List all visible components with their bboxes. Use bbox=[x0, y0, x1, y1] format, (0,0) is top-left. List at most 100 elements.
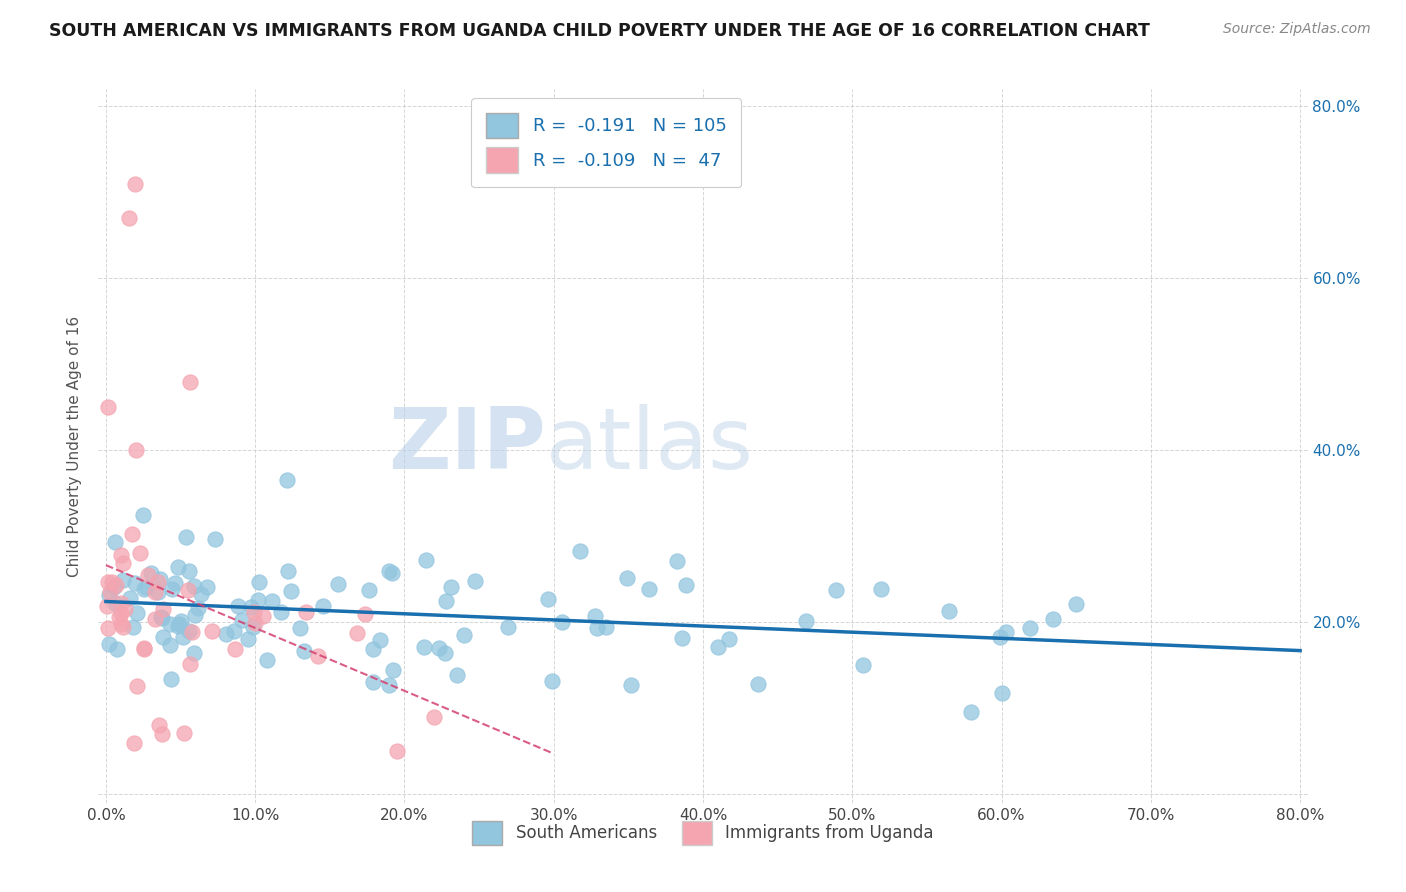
Point bbox=[107, 642, 129, 657]
Point bbox=[415, 553, 437, 567]
Point bbox=[436, 593, 458, 607]
Point bbox=[172, 630, 194, 644]
Point bbox=[159, 617, 181, 632]
Point bbox=[222, 624, 245, 638]
Point bbox=[550, 615, 572, 630]
Point bbox=[224, 642, 246, 657]
Point bbox=[381, 663, 404, 677]
Point bbox=[146, 585, 169, 599]
Point bbox=[118, 211, 141, 226]
Point bbox=[707, 640, 730, 655]
Point bbox=[276, 474, 298, 488]
Point bbox=[152, 630, 174, 644]
Text: SOUTH AMERICAN VS IMMIGRANTS FROM UGANDA CHILD POVERTY UNDER THE AGE OF 16 CORRE: SOUTH AMERICAN VS IMMIGRANTS FROM UGANDA… bbox=[49, 22, 1150, 40]
Text: Source: ZipAtlas.com: Source: ZipAtlas.com bbox=[1223, 22, 1371, 37]
Point bbox=[167, 559, 190, 574]
Point bbox=[197, 580, 219, 594]
Point bbox=[169, 617, 191, 632]
Point bbox=[242, 620, 264, 634]
Point bbox=[173, 726, 195, 740]
Point bbox=[412, 640, 434, 654]
Point bbox=[378, 564, 401, 578]
Point bbox=[368, 633, 391, 648]
Point bbox=[959, 706, 981, 720]
Point bbox=[852, 657, 875, 672]
Point bbox=[101, 575, 124, 590]
Point bbox=[122, 736, 145, 750]
Point bbox=[139, 566, 162, 580]
Point bbox=[361, 675, 384, 690]
Point bbox=[176, 530, 198, 544]
Point bbox=[260, 594, 283, 608]
Point bbox=[292, 644, 315, 658]
Text: ZIP: ZIP bbox=[388, 404, 546, 488]
Point bbox=[134, 582, 156, 596]
Point bbox=[595, 620, 617, 634]
Point bbox=[326, 577, 349, 591]
Point bbox=[150, 611, 173, 625]
Point bbox=[110, 606, 132, 620]
Point bbox=[114, 601, 136, 615]
Point bbox=[146, 574, 169, 589]
Point bbox=[616, 571, 638, 585]
Point bbox=[245, 615, 267, 630]
Legend: South Americans, Immigrants from Uganda: South Americans, Immigrants from Uganda bbox=[465, 814, 941, 852]
Point bbox=[252, 608, 274, 623]
Point bbox=[97, 588, 120, 602]
Point bbox=[537, 592, 560, 607]
Point bbox=[270, 605, 292, 619]
Point bbox=[97, 401, 120, 415]
Point bbox=[105, 578, 128, 592]
Point bbox=[177, 624, 200, 638]
Point bbox=[423, 710, 446, 724]
Point bbox=[111, 573, 134, 587]
Point bbox=[464, 574, 486, 588]
Point bbox=[103, 580, 125, 594]
Point bbox=[100, 585, 122, 599]
Point bbox=[247, 574, 270, 589]
Point bbox=[204, 533, 226, 547]
Point bbox=[177, 564, 200, 578]
Point bbox=[104, 535, 127, 549]
Point bbox=[125, 443, 148, 458]
Point bbox=[995, 624, 1018, 639]
Point bbox=[129, 545, 152, 559]
Point bbox=[239, 599, 262, 614]
Point bbox=[357, 583, 380, 598]
Point bbox=[111, 556, 134, 570]
Point bbox=[675, 578, 697, 592]
Text: atlas: atlas bbox=[546, 404, 754, 488]
Point bbox=[135, 581, 157, 595]
Point bbox=[498, 620, 520, 634]
Point bbox=[110, 596, 132, 610]
Point bbox=[1018, 622, 1040, 636]
Point bbox=[717, 632, 740, 647]
Point bbox=[121, 526, 143, 541]
Point bbox=[97, 575, 120, 590]
Y-axis label: Child Poverty Under the Age of 16: Child Poverty Under the Age of 16 bbox=[67, 316, 83, 576]
Point bbox=[180, 624, 202, 639]
Point bbox=[312, 599, 335, 613]
Point bbox=[132, 508, 155, 522]
Point bbox=[231, 613, 253, 627]
Point bbox=[568, 543, 591, 558]
Point bbox=[256, 653, 278, 667]
Point bbox=[124, 177, 146, 191]
Point bbox=[187, 601, 209, 615]
Point bbox=[586, 622, 609, 636]
Point bbox=[127, 607, 149, 621]
Point bbox=[134, 642, 156, 657]
Point bbox=[166, 619, 188, 633]
Point bbox=[440, 580, 463, 594]
Point bbox=[177, 583, 200, 598]
Point bbox=[143, 585, 166, 599]
Point bbox=[179, 375, 201, 389]
Point bbox=[118, 591, 141, 606]
Point bbox=[938, 604, 960, 618]
Point bbox=[825, 583, 848, 598]
Point bbox=[183, 608, 205, 623]
Point bbox=[665, 554, 688, 568]
Point bbox=[453, 628, 475, 642]
Point bbox=[160, 673, 183, 687]
Point bbox=[183, 646, 205, 660]
